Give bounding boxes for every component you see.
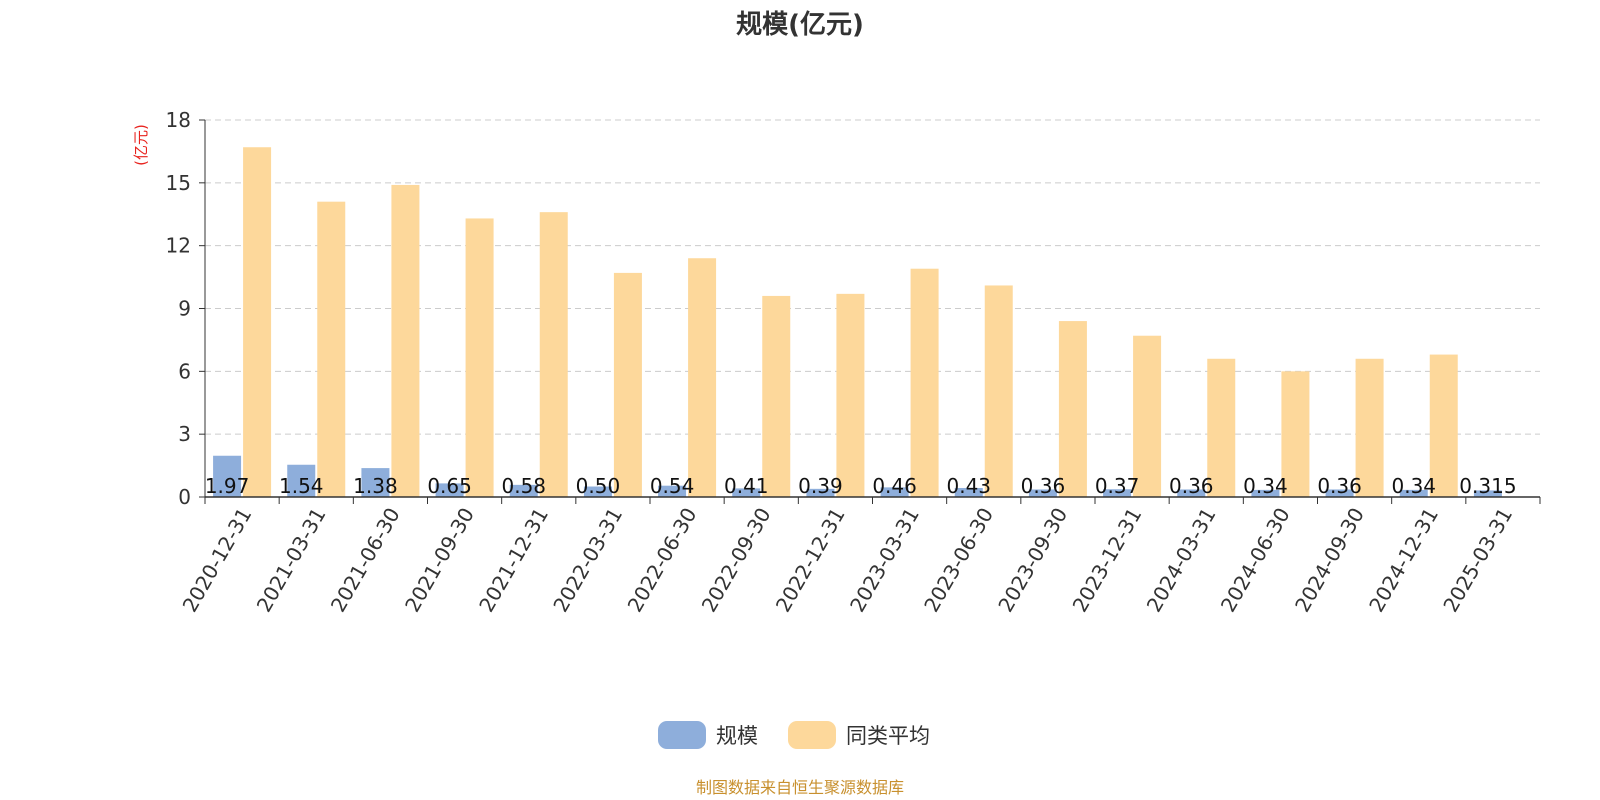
x-tick-label: 2023-09-30 bbox=[993, 504, 1072, 617]
y-tick-label: 15 bbox=[166, 171, 191, 195]
bar-scale bbox=[509, 484, 538, 497]
x-tick-label: 2021-06-30 bbox=[326, 504, 405, 617]
legend-swatch-category-average bbox=[788, 721, 836, 749]
bar-scale bbox=[287, 464, 316, 497]
bar-category-average bbox=[1133, 335, 1162, 497]
bar-scale bbox=[1177, 489, 1206, 497]
legend-item-scale[interactable]: 规模 bbox=[658, 721, 758, 749]
data-label-scale: 0.65 bbox=[427, 474, 472, 498]
bar-scale bbox=[880, 487, 909, 497]
y-tick-label: 18 bbox=[166, 108, 191, 132]
bar-category-average bbox=[984, 285, 1013, 497]
data-label-scale: 0.43 bbox=[946, 474, 991, 498]
bar-category-average bbox=[1058, 321, 1087, 497]
bar-category-average bbox=[613, 272, 642, 497]
data-label-scale: 0.46 bbox=[872, 474, 917, 498]
legend-item-category-average[interactable]: 同类平均 bbox=[788, 721, 930, 749]
x-tick-label: 2023-06-30 bbox=[919, 504, 998, 617]
bar-category-average bbox=[317, 201, 346, 497]
data-label-scale: 0.39 bbox=[798, 474, 843, 498]
data-label-scale: 0.58 bbox=[501, 474, 546, 498]
bar-scale bbox=[954, 487, 983, 497]
data-label-scale: 0.34 bbox=[1243, 474, 1288, 498]
bar-scale bbox=[732, 488, 761, 497]
bar-category-average bbox=[465, 218, 494, 497]
data-label-scale: 0.54 bbox=[650, 474, 695, 498]
bar-category-average bbox=[1207, 358, 1236, 497]
x-tick-label: 2024-06-30 bbox=[1216, 504, 1295, 617]
data-label-scale: 1.38 bbox=[353, 474, 398, 498]
footer-source: 制图数据来自恒生聚源数据库 bbox=[696, 778, 904, 797]
bar-scale bbox=[658, 485, 687, 497]
bar-category-average bbox=[1355, 358, 1384, 497]
x-tick-label: 2024-12-31 bbox=[1364, 504, 1443, 617]
data-label-scale: 0.50 bbox=[576, 474, 621, 498]
gridlines bbox=[205, 119, 1540, 435]
chart-title: 规模(亿元) bbox=[736, 10, 864, 40]
bar-scale bbox=[1103, 489, 1132, 497]
bar-category-average bbox=[688, 258, 717, 497]
data-label-scale: 0.36 bbox=[1169, 474, 1214, 498]
x-tick-label: 2022-12-31 bbox=[771, 504, 850, 617]
bar-scale bbox=[1399, 489, 1428, 497]
bar-category-average bbox=[539, 212, 568, 497]
data-label-scale: 0.41 bbox=[724, 474, 769, 498]
x-tick-label: 2021-12-31 bbox=[474, 504, 553, 617]
bar-scale bbox=[213, 455, 242, 497]
data-labels: 1.97 1.54 1.38 0.65 0.58 0.50 0.54 0.41 0.39 0.46… bbox=[205, 474, 1517, 498]
y-tick-label: 6 bbox=[178, 359, 191, 383]
y-tick-label: 9 bbox=[178, 297, 191, 321]
data-label-scale: 0.36 bbox=[1021, 474, 1066, 498]
x-tick-label: 2022-03-31 bbox=[548, 504, 627, 617]
bar-scale bbox=[1028, 489, 1057, 497]
bars bbox=[213, 147, 1502, 497]
bar-category-average bbox=[243, 147, 272, 497]
y-axis-unit-label: (亿元) bbox=[132, 124, 150, 166]
bar-category-average bbox=[1429, 354, 1458, 497]
x-tick-label: 2023-03-31 bbox=[845, 504, 924, 617]
bar-category-average bbox=[910, 268, 939, 497]
x-tick-label: 2023-12-31 bbox=[1068, 504, 1147, 617]
x-tick-label: 2024-03-31 bbox=[1142, 504, 1221, 617]
bar-category-average bbox=[762, 295, 791, 497]
x-tick-label: 2024-09-30 bbox=[1290, 504, 1369, 617]
bar-category-average bbox=[1281, 371, 1310, 497]
bar-scale bbox=[1325, 489, 1354, 497]
x-tick-label: 2022-09-30 bbox=[697, 504, 776, 617]
data-label-scale: 1.54 bbox=[279, 474, 324, 498]
legend-label-category-average: 同类平均 bbox=[846, 724, 930, 748]
x-tick-label: 2025-03-31 bbox=[1438, 504, 1517, 617]
data-label-scale: 0.315 bbox=[1459, 474, 1516, 498]
data-label-scale: 1.97 bbox=[205, 474, 250, 498]
x-tick-label: 2022-06-30 bbox=[623, 504, 702, 617]
legend-swatch-scale bbox=[658, 721, 706, 749]
y-tick-label: 12 bbox=[166, 234, 191, 258]
bar-scale bbox=[1251, 489, 1280, 497]
bar-category-average bbox=[391, 184, 420, 497]
bar-scale bbox=[435, 483, 464, 497]
x-tick-label: 2021-03-31 bbox=[252, 504, 331, 617]
bar-category-average bbox=[836, 293, 865, 497]
bar-scale bbox=[361, 468, 390, 497]
bar-scale bbox=[583, 486, 612, 497]
y-tick-label: 0 bbox=[178, 485, 191, 509]
x-tick-label: 2021-09-30 bbox=[400, 504, 479, 617]
bar-scale bbox=[1473, 490, 1502, 497]
legend[interactable]: 规模 同类平均 bbox=[658, 721, 930, 749]
bar-scale bbox=[806, 488, 835, 497]
data-label-scale: 0.36 bbox=[1317, 474, 1362, 498]
data-label-scale: 0.34 bbox=[1391, 474, 1436, 498]
legend-label-scale: 规模 bbox=[716, 724, 758, 748]
y-tick-label: 3 bbox=[178, 422, 191, 446]
x-tick-label: 2020-12-31 bbox=[178, 504, 257, 617]
data-label-scale: 0.37 bbox=[1095, 474, 1140, 498]
